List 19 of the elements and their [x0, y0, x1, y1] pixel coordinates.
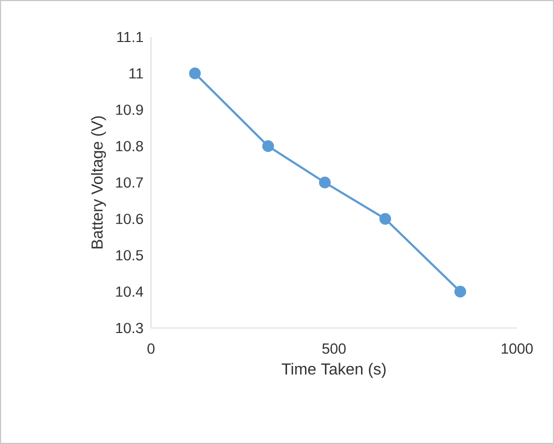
x-tick-label: 1000 [502, 343, 533, 354]
y-tick-label: 10.7 [116, 177, 143, 188]
y-tick-label: 11.1 [117, 32, 143, 42]
point [318, 176, 331, 188]
y-tick-label: 10.5 [116, 250, 143, 260]
y-axis-title: Battery Voltage (V) [91, 116, 106, 248]
x-tick-label: 500 [322, 343, 346, 354]
y-tick-label: 11 [130, 68, 143, 78]
y-tick-label: 10.4 [116, 286, 144, 297]
y-tick-label: 10.8 [116, 140, 143, 152]
point [454, 286, 466, 298]
y-tick-label: 10.3 [116, 322, 143, 334]
point [379, 213, 392, 225]
x-tick-label: 0 [147, 343, 154, 354]
x-axis-title: Time Taken (s) [282, 362, 386, 378]
y-tick-label: 10.6 [116, 214, 143, 224]
point [189, 68, 201, 80]
y-tick-label: 10.9 [116, 104, 143, 115]
point [262, 140, 274, 152]
